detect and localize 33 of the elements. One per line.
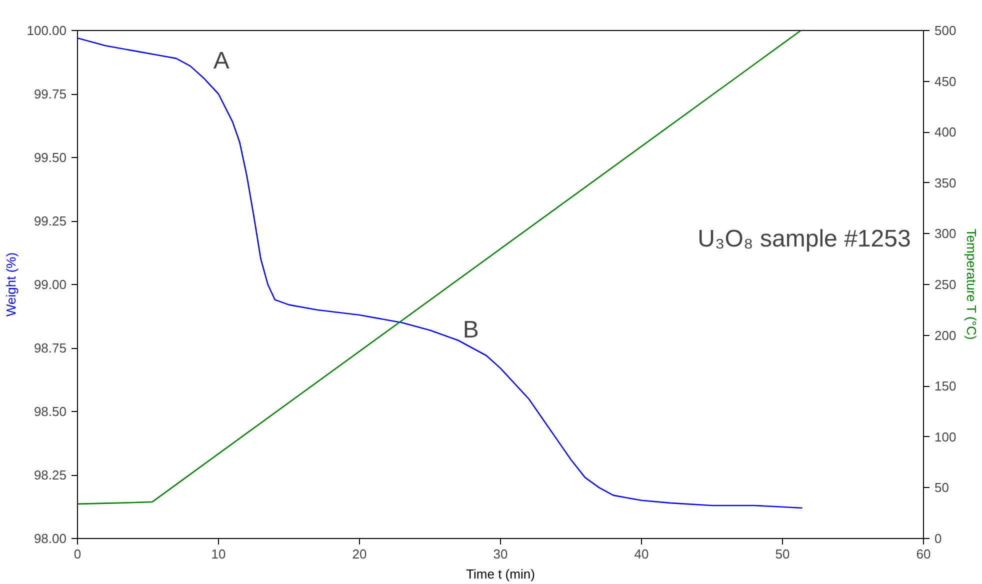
annotation: U₃O₈ sample #1253 xyxy=(698,225,911,252)
y2-tick-label: 250 xyxy=(934,277,956,292)
y-tick-label: 99.25 xyxy=(34,214,67,228)
x-tick-label: 20 xyxy=(352,546,367,562)
y2-tick-label: 100 xyxy=(934,429,956,444)
x-tick-label: 50 xyxy=(775,546,790,562)
x-tick-label: 0 xyxy=(74,546,82,562)
y2-tick-label: 500 xyxy=(934,23,956,38)
y2-tick-label: 350 xyxy=(934,175,956,190)
y-tick-label: 99.00 xyxy=(34,277,67,292)
annotation: B xyxy=(462,316,479,344)
y2-tick-label: 400 xyxy=(934,124,956,140)
x-tick-label: 30 xyxy=(493,546,508,562)
y-tick-label: 98.25 xyxy=(34,468,67,482)
y-tick-label: 99.75 xyxy=(34,86,67,102)
y-axis-title: Weight (%) xyxy=(4,252,19,317)
y2-tick-label: 150 xyxy=(934,378,956,394)
y2-tick-label: 450 xyxy=(934,74,956,89)
y-tick-label: 99.50 xyxy=(34,150,67,165)
y2-tick-label: 0 xyxy=(934,531,942,546)
x-axis-title: Time t (min) xyxy=(466,566,535,582)
y-tick-label: 100.00 xyxy=(26,23,67,38)
y-tick-label: 98.75 xyxy=(34,340,67,356)
annotation: A xyxy=(213,47,230,74)
y2-tick-label: 200 xyxy=(934,328,956,343)
x-tick-label: 60 xyxy=(916,546,931,562)
y-tick-label: 98.50 xyxy=(34,404,67,419)
x-tick-label: 40 xyxy=(634,546,649,562)
y2-axis-title: Temperature T (°C) xyxy=(964,228,980,340)
y-tick-label: 98.00 xyxy=(34,531,67,546)
x-tick-label: 10 xyxy=(211,546,226,562)
y2-tick-label: 50 xyxy=(934,480,949,496)
y2-tick-label: 300 xyxy=(934,226,956,242)
